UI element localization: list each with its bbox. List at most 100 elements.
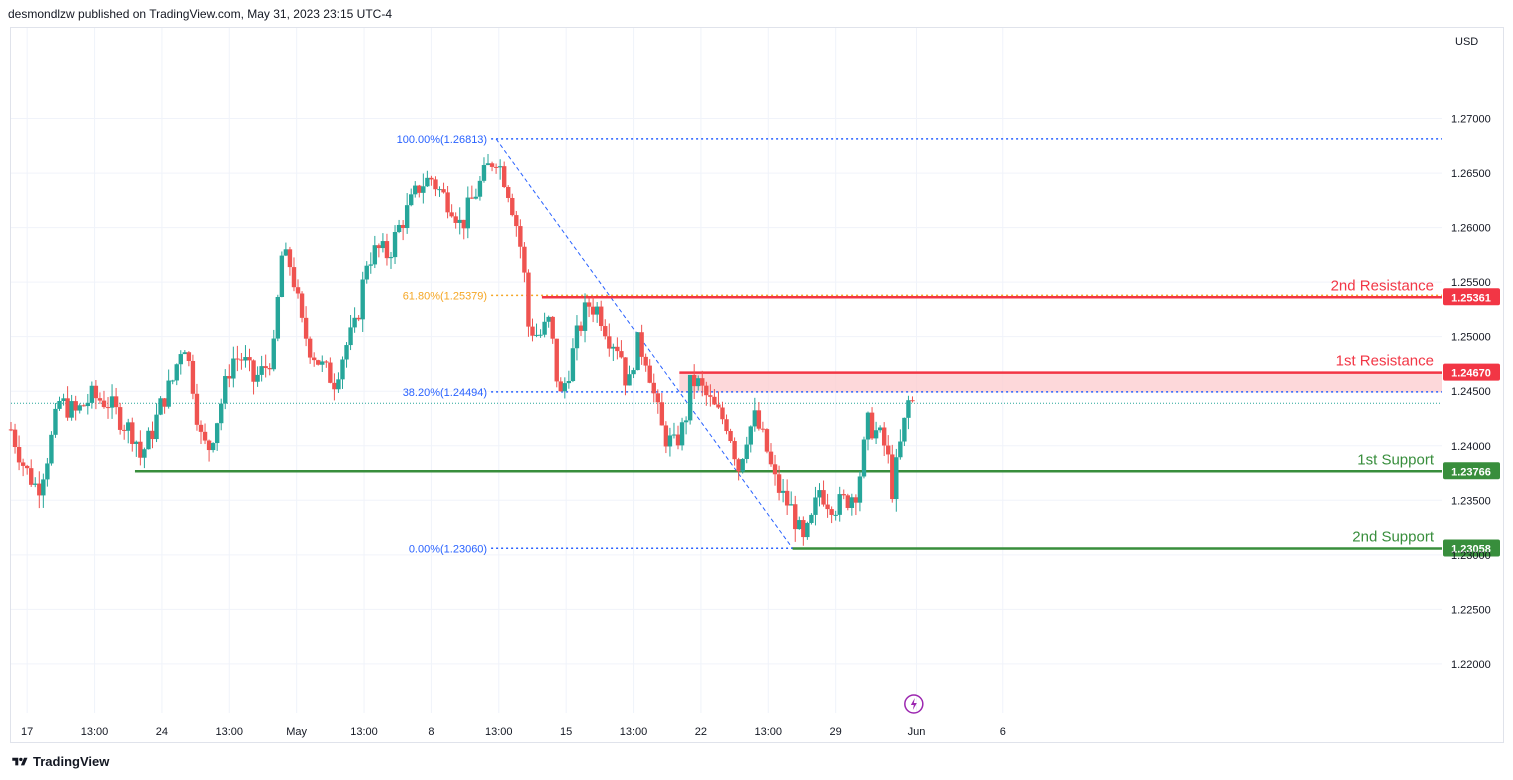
candle-up <box>61 393 66 406</box>
candle-down <box>639 324 644 365</box>
y-tick-label: 1.25000 <box>1451 332 1491 344</box>
candle-down <box>429 175 434 186</box>
candle-down <box>772 454 778 486</box>
candle-down <box>700 370 705 397</box>
candle-up <box>696 375 701 391</box>
candle-down <box>194 383 200 431</box>
svg-text:1.25361: 1.25361 <box>1451 292 1491 304</box>
candle-up <box>409 188 414 207</box>
candle-up <box>473 188 479 200</box>
candle-up <box>894 448 899 512</box>
candle-up <box>817 483 822 507</box>
candle-up <box>174 363 179 386</box>
x-tick-label: 13:00 <box>81 726 109 738</box>
candle-down <box>16 435 22 471</box>
candle-down <box>716 391 721 410</box>
candle-down <box>607 323 612 357</box>
candle-down <box>202 423 208 445</box>
svg-text:1.23766: 1.23766 <box>1451 466 1491 478</box>
candle-down <box>29 459 34 487</box>
candle-down <box>121 424 127 440</box>
candle-down <box>37 471 42 509</box>
candle-up <box>481 157 487 183</box>
candle-down <box>691 364 697 400</box>
candle-down <box>287 246 293 276</box>
candle-up <box>214 422 220 451</box>
candle-down <box>117 402 123 435</box>
candle-down <box>655 389 660 414</box>
candle-down <box>845 493 850 511</box>
candle-up <box>744 436 749 464</box>
candle-down <box>756 402 762 431</box>
candle-down <box>105 397 111 419</box>
candle-up <box>352 307 357 333</box>
candle-down <box>384 233 390 266</box>
candle-down <box>453 212 458 229</box>
support-price-tag: 1.23058 <box>1443 539 1500 557</box>
candle-up <box>396 219 402 234</box>
candle-down <box>554 338 559 388</box>
candle-down <box>586 297 592 318</box>
candle-down <box>417 184 422 198</box>
candle-down <box>522 242 527 283</box>
candle-up <box>49 431 54 466</box>
candle-down <box>764 428 770 454</box>
candle-down <box>704 381 709 406</box>
candle-up <box>41 473 46 508</box>
candle-down <box>518 219 523 259</box>
candle-down <box>400 220 406 241</box>
candle-down <box>890 444 895 503</box>
candle-up <box>223 369 228 410</box>
candle-down <box>651 373 656 403</box>
candle-up <box>574 315 580 361</box>
candle-up <box>271 329 276 372</box>
candle-down <box>732 437 737 466</box>
x-tick-label: 13:00 <box>755 726 783 738</box>
candle-up <box>364 261 369 284</box>
candle-up <box>421 173 426 204</box>
candle-down <box>469 185 475 199</box>
tradingview-brand[interactable]: TradingView <box>12 754 109 769</box>
candle-up <box>562 377 568 399</box>
y-tick-label: 1.25500 <box>1451 277 1491 289</box>
candle-down <box>81 404 86 407</box>
candle-down <box>291 257 297 292</box>
candle-down <box>441 182 446 194</box>
candle-down <box>558 377 563 392</box>
candle-down <box>825 493 830 518</box>
candle-down <box>841 489 846 500</box>
fib-level-label: 100.00%(1.26813) <box>397 134 488 146</box>
candles-layer <box>8 154 915 546</box>
candle-down <box>493 163 499 174</box>
candle-down <box>150 421 155 449</box>
candle-down <box>93 380 99 410</box>
candle-down <box>736 457 741 481</box>
candle-down <box>590 296 596 323</box>
candle-down <box>578 321 584 336</box>
candle-down <box>8 422 14 432</box>
svg-text:1.24670: 1.24670 <box>1451 368 1491 380</box>
candle-up <box>413 181 418 198</box>
candle-up <box>126 418 131 444</box>
x-tick-label: 13:00 <box>485 726 513 738</box>
candle-up <box>146 427 151 450</box>
candle-up <box>873 421 879 445</box>
candle-up <box>154 403 159 443</box>
candle-up <box>566 370 572 389</box>
candle-down <box>506 185 511 203</box>
candle-up <box>142 447 147 469</box>
y-tick-label: 1.23000 <box>1451 550 1491 562</box>
fib-level-label: 61.80%(1.25379) <box>403 290 487 302</box>
candle-down <box>514 210 519 237</box>
candle-up <box>546 315 551 328</box>
candle-down <box>97 392 103 405</box>
candle-up <box>368 252 373 274</box>
resistance-name-label: 1st Resistance <box>1336 353 1434 370</box>
candle-up <box>611 343 616 362</box>
candle-up <box>360 271 365 332</box>
candle-up <box>667 427 673 457</box>
candle-up <box>485 154 491 166</box>
candle-down <box>328 357 333 384</box>
support-price-tag: 1.23766 <box>1443 462 1500 480</box>
